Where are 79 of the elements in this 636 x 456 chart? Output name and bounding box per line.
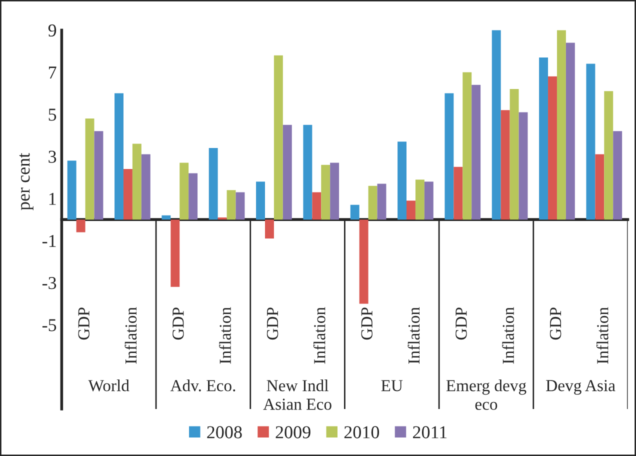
- y-tick-label: -1: [42, 234, 56, 247]
- bar: [454, 166, 463, 220]
- bar: [510, 89, 519, 220]
- bar: [613, 131, 622, 220]
- bar: [415, 180, 424, 220]
- annotation: World: [88, 380, 130, 392]
- x-tick-label: GDP: [266, 308, 278, 340]
- bar: [76, 220, 86, 232]
- bar: [236, 192, 245, 220]
- bar: [444, 93, 454, 220]
- x-tick-label: GDP: [456, 308, 467, 340]
- bar: [162, 215, 171, 220]
- bar: [586, 64, 596, 220]
- x-tick-label: GDP: [550, 308, 562, 340]
- bar: [518, 112, 528, 220]
- bar: [462, 72, 472, 220]
- x-tick-label: Inflation: [502, 307, 514, 364]
- bar: [218, 217, 227, 220]
- bar: [123, 169, 132, 220]
- bar: [368, 186, 378, 220]
- bar: [359, 220, 368, 304]
- bar: [424, 182, 434, 220]
- bar: [67, 160, 76, 220]
- bar: [303, 124, 312, 220]
- y-axis-title: per cent: [19, 152, 34, 210]
- bar: [264, 220, 274, 239]
- y-tick-label: 7: [48, 66, 56, 78]
- bar: [556, 30, 566, 220]
- y-tick-label: 3: [48, 150, 56, 163]
- bar: [282, 124, 292, 220]
- y-tick-label: 9: [48, 24, 56, 37]
- annotation: Adv. Eco.: [170, 380, 236, 392]
- bar: [170, 220, 180, 287]
- bar: [566, 42, 575, 220]
- annotation: Devg Asia: [546, 380, 616, 395]
- bar: [312, 192, 322, 220]
- bar: [492, 30, 501, 220]
- bar: [595, 154, 604, 220]
- legend-label: 2011: [413, 426, 447, 438]
- bar: [604, 91, 614, 220]
- annotation: EU: [381, 380, 403, 392]
- legend-label: 2010: [344, 426, 380, 438]
- x-tick-label: Inflation: [219, 307, 231, 364]
- bar: [472, 84, 481, 220]
- bar: [85, 118, 94, 220]
- y-tick-label: 1: [49, 192, 56, 205]
- x-tick-label: Inflation: [124, 307, 137, 364]
- bar: [500, 110, 510, 220]
- bar: [377, 184, 386, 220]
- bar: [398, 142, 407, 220]
- bar: [132, 144, 142, 220]
- annotation: New Indl Asian Eco: [263, 380, 332, 410]
- bar: [321, 164, 330, 220]
- bar: [226, 190, 236, 220]
- bar: [180, 162, 189, 220]
- bar: [256, 182, 265, 220]
- annotation: Emerg devg eco: [446, 380, 526, 410]
- x-tick-label: Inflation: [596, 307, 608, 364]
- bar: [94, 131, 104, 220]
- y-tick-label: 5: [48, 108, 56, 121]
- bar: [141, 154, 150, 220]
- bar: [406, 200, 416, 220]
- x-tick-label: GDP: [361, 308, 372, 340]
- y-tick-label: -5: [42, 319, 56, 332]
- bar: [548, 76, 557, 220]
- bar: [114, 93, 124, 220]
- x-tick-label: Inflation: [313, 307, 326, 364]
- legend-label: 2008: [207, 426, 242, 438]
- legend-label: 2009: [276, 426, 310, 438]
- bar: [350, 204, 360, 220]
- x-tick-label: GDP: [172, 308, 184, 340]
- bar: [188, 173, 198, 220]
- bar: [539, 57, 548, 220]
- bar: [330, 162, 340, 220]
- x-tick-label: GDP: [78, 308, 90, 340]
- bar: [274, 55, 283, 220]
- bar: [208, 148, 218, 220]
- x-tick-label: Inflation: [408, 307, 420, 364]
- y-tick-label: -3: [42, 277, 56, 290]
